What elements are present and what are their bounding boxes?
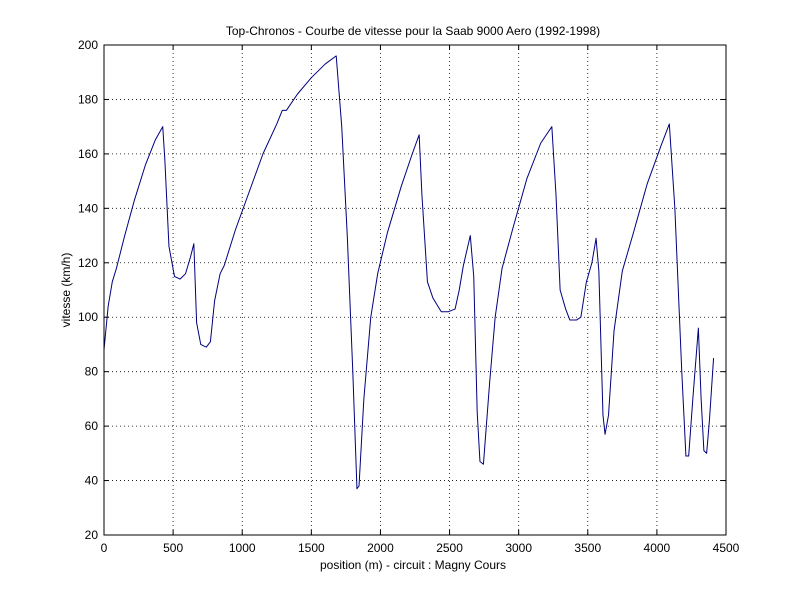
y-axis-label: vitesse (km/h)	[59, 253, 73, 328]
x-tick-label: 3500	[574, 541, 601, 555]
y-tick-label: 40	[85, 474, 99, 488]
chart-title: Top-Chronos - Courbe de vitesse pour la …	[226, 24, 600, 38]
grid	[104, 45, 726, 535]
x-tick-label: 4500	[713, 541, 740, 555]
y-tick-label: 200	[78, 38, 98, 52]
y-tick-label: 100	[78, 310, 98, 324]
y-tick-label: 120	[78, 256, 98, 270]
y-tick-label: 140	[78, 201, 98, 215]
x-tick-label: 4000	[644, 541, 671, 555]
y-tick-label: 180	[78, 92, 98, 106]
y-tick-label: 60	[85, 419, 99, 433]
x-tick-label: 500	[163, 541, 183, 555]
ticks: 0 500 1000 1500 2000 2500 3000 3500 4000 4500 20 40…	[78, 38, 740, 555]
x-tick-label: 1500	[298, 541, 325, 555]
series-line-layer	[103, 55, 715, 490]
x-axis-label: position (m) - circuit : Magny Cours	[320, 558, 506, 572]
x-tick-label: 1000	[229, 541, 256, 555]
x-tick-label: 2500	[436, 541, 463, 555]
plot-frame	[103, 44, 727, 536]
x-tick-label: 3000	[505, 541, 532, 555]
y-tick-label: 80	[85, 365, 99, 379]
y-tick-label: 20	[85, 528, 99, 542]
y-tick-label: 160	[78, 147, 98, 161]
x-tick-label: 2000	[367, 541, 394, 555]
x-tick-label: 0	[101, 541, 108, 555]
speed-series-line	[103, 55, 715, 490]
